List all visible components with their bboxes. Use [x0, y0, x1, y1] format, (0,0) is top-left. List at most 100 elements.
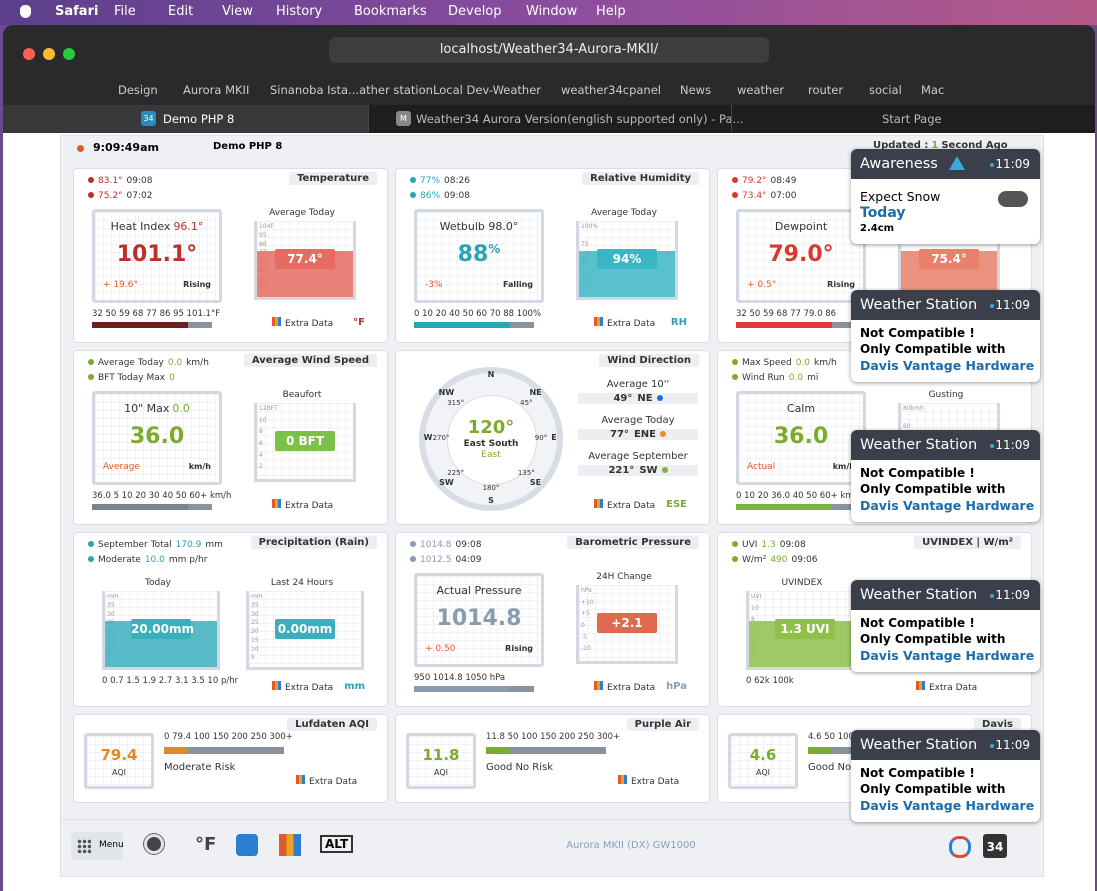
chart-value: 0.00mm: [275, 619, 335, 639]
refresh-button[interactable]: [949, 836, 971, 858]
tab-title: Demo PHP 8: [163, 112, 235, 126]
bookmark[interactable]: social: [869, 83, 902, 97]
extra-data[interactable]: Extra Data: [272, 499, 333, 511]
stat-text: 09:08: [779, 540, 806, 550]
sun-icon[interactable]: [147, 837, 161, 851]
stat-text: September Total: [98, 540, 172, 550]
bookmark[interactable]: Aurora MKII: [183, 83, 250, 97]
app-name[interactable]: Safari: [55, 4, 99, 19]
bookmark[interactable]: Local Dev-Weather: [433, 83, 541, 97]
menu-item[interactable]: History: [276, 4, 323, 19]
aqi-box: 79.4 AQI: [84, 733, 154, 789]
menu-item[interactable]: Edit: [168, 4, 194, 19]
tick-label: 8: [751, 616, 755, 624]
bookmark[interactable]: router: [808, 83, 844, 97]
aqi-scale: 0 79.4 100 150 200 250 300+: [164, 732, 293, 742]
card-gauge: Temperature 83.1° 09:08 75.2° 07:02 Heat Inde…: [73, 168, 388, 343]
cloud-button[interactable]: [236, 834, 258, 856]
bookmark[interactable]: weather34cpanel: [561, 83, 661, 97]
extra-data[interactable]: Extra Data: [594, 317, 655, 329]
stat: 83.1° 09:08: [88, 176, 156, 186]
card-title: Precipitation (Rain): [250, 536, 377, 549]
alt-button[interactable]: ALT: [320, 835, 354, 853]
aqi-box: 11.8 AQI: [406, 733, 476, 789]
extra-data[interactable]: Extra Data: [296, 775, 357, 787]
address-bar[interactable]: [329, 37, 769, 63]
scale-bar: [414, 686, 534, 692]
card-aqi: Lufdaten AQI 79.4 AQI 0 79.4 100 150 200 25…: [73, 714, 388, 803]
stat: 79.2° 08:49: [732, 176, 800, 186]
tab[interactable]: 34 Demo PHP 8: [3, 105, 368, 133]
tick-label: 104F: [259, 223, 274, 230]
menu-item[interactable]: Window: [526, 4, 578, 19]
warning-icon: [949, 156, 965, 170]
units-button[interactable]: °F: [195, 834, 217, 855]
extra-data[interactable]: Extra Data: [916, 681, 977, 693]
stat-text: 83.1°: [98, 176, 123, 186]
box-label-text: Wetbulb 98.0°: [439, 220, 519, 233]
compass-point: SE: [529, 477, 542, 487]
stat: 75.2° 07:02: [88, 191, 156, 201]
extra-label: Extra Data: [607, 501, 656, 511]
extra-data[interactable]: Extra Data: [272, 681, 333, 693]
line3[interactable]: Davis Vantage Hardware: [860, 498, 1035, 513]
time-dot: [990, 744, 994, 748]
menu-item[interactable]: Help: [596, 4, 626, 19]
extra-data[interactable]: Extra Data: [618, 775, 679, 787]
stat-text: Average Today: [98, 358, 164, 368]
extra-label: Extra Data: [607, 319, 656, 329]
stat-dot: [410, 177, 416, 183]
line3[interactable]: Davis Vantage Hardware: [860, 648, 1035, 663]
footer-bar: Menu °F ALT Aurora MKII (DX) GW1000 34: [61, 819, 1043, 876]
bookmark[interactable]: weather: [737, 83, 785, 97]
chart: 100%75502594%: [576, 221, 678, 300]
stat-text: 0.0: [167, 358, 183, 368]
bookmark[interactable]: News: [680, 83, 712, 97]
compass-degree: 135°: [517, 469, 535, 478]
aqi-scale: 4.6 50 100: [808, 732, 854, 742]
bookmark[interactable]: Mac: [921, 83, 945, 97]
compass-dir2: East: [481, 450, 501, 460]
notification-header: Weather Station 11:09: [851, 430, 1040, 460]
extra-data[interactable]: Extra Data: [272, 317, 333, 329]
stat-dot: [410, 556, 416, 562]
stat: Moderate 10.0 mm p/hr: [88, 555, 211, 565]
menu-item[interactable]: Bookmarks: [354, 4, 427, 19]
stat-text: 0.0: [795, 358, 811, 368]
extra-data[interactable]: Extra Data: [594, 499, 655, 511]
line3[interactable]: Davis Vantage Hardware: [860, 358, 1035, 373]
line1: Not Compatible !: [860, 766, 975, 780]
box-label-text: Actual Pressure: [436, 584, 522, 597]
tab[interactable]: M Weather34 Aurora Version(english suppor…: [368, 105, 743, 133]
chart-button[interactable]: [279, 834, 301, 856]
menu-button[interactable]: Menu: [71, 832, 124, 860]
time: 9:09:49am: [93, 141, 159, 154]
stat-text: 04:09: [455, 555, 482, 565]
box-value: 79.0°: [739, 242, 863, 267]
scale: 36.0 5 10 20 30 40 50 60+ km/h: [92, 491, 232, 501]
line3[interactable]: Davis Vantage Hardware: [860, 798, 1035, 813]
box-left: Average: [103, 462, 140, 472]
average-dir: SW: [639, 465, 658, 476]
menu-item[interactable]: Develop: [448, 4, 502, 19]
notification-title: Weather Station: [860, 437, 978, 453]
stat: 86% 09:08: [410, 191, 474, 201]
tab[interactable]: Start Page: [731, 105, 1095, 133]
tick-label: 2: [259, 463, 263, 471]
menu-item[interactable]: View: [222, 4, 253, 19]
bookmark[interactable]: Design: [118, 83, 158, 97]
unit: hPa: [666, 681, 687, 692]
average-label: Average Today: [601, 415, 675, 426]
tab-title: Start Page: [882, 112, 942, 126]
stat-dot: [88, 192, 94, 198]
url[interactable]: localhost/Weather34-Aurora-MKII/: [439, 42, 659, 57]
card-title: UVINDEX | W/m²: [914, 536, 1021, 549]
extra-label: Extra Data: [309, 777, 358, 787]
model: Aurora MKII (DX) GW1000: [566, 840, 696, 851]
stat-dot: [732, 556, 738, 562]
extra-data[interactable]: Extra Data: [594, 681, 655, 693]
compass-point: W: [423, 433, 433, 442]
bookmark[interactable]: Sinanoba Ista...ather station: [270, 83, 433, 97]
menu-item[interactable]: File: [114, 4, 136, 19]
stat-text: 09:08: [444, 191, 470, 201]
